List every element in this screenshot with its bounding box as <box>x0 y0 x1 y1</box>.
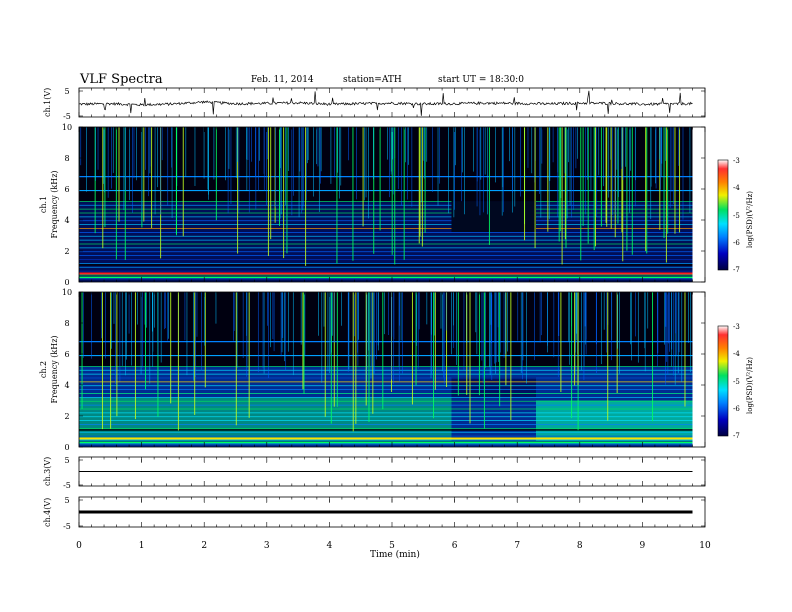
header-start-time: start UT = 18:30:0 <box>438 75 524 85</box>
ch1-colorbar-tick: -4 <box>733 184 740 192</box>
ch4-waveform-panel: 5 -5 <box>63 496 706 531</box>
ch2-spectrogram-y-tick-label: 4 <box>64 381 69 390</box>
ch1-y-axis-label: ch.1(V) <box>43 88 52 117</box>
ch1-spectrogram-y-axis-label: ch.1 <box>39 196 48 213</box>
x-tick-label: 10 <box>699 541 711 551</box>
figure-title: VLF Spectra <box>79 72 163 87</box>
x-axis-label: Time (min) <box>370 549 420 560</box>
x-tick-label: 4 <box>327 541 333 551</box>
x-tick-label: 6 <box>452 541 458 551</box>
ch4-waveform-y-tick-label: 5 <box>64 496 69 505</box>
ch1-colorbar-tick: -6 <box>733 239 740 247</box>
ch2-spectrogram-y-axis-label: ch.2 <box>39 361 48 378</box>
ch4-y-axis-label: ch.4(V) <box>43 498 52 527</box>
ch2-spectrogram-y-tick-label: 8 <box>64 319 69 328</box>
ch1-colorbar-tick: -7 <box>733 266 740 274</box>
x-tick-label: 3 <box>264 541 270 551</box>
ch1-colorbar-tick: -5 <box>733 212 740 220</box>
ch2-colorbar-tick: -3 <box>733 323 740 331</box>
ch2-colorbar-tick: -5 <box>733 378 740 386</box>
ch1-spectrogram-y-tick-label: 2 <box>64 247 69 256</box>
ch1-spectrogram-y-tick-label: 0 <box>64 278 69 287</box>
ch4-waveform-y-tick-label: -5 <box>63 522 71 531</box>
ch2-spectrogram-y-tick-label: 6 <box>64 350 69 359</box>
x-tick-label: 2 <box>201 541 207 551</box>
ch3-waveform-y-tick-label: -5 <box>63 481 71 490</box>
x-tick-label: 5 <box>389 541 395 551</box>
ch3-waveform-y-tick-label: 5 <box>64 456 69 465</box>
ch1-waveform-y-tick-label: 5 <box>64 87 69 96</box>
ch1-colorbar-label: log(PSD)(V²/Hz) <box>746 191 754 248</box>
x-tick-label: 1 <box>139 541 145 551</box>
header-station: station=ATH <box>343 75 402 85</box>
ch2-colorbar-tick: -7 <box>733 432 740 440</box>
ch3-waveform-panel: 5 -5 <box>63 456 706 490</box>
ch3-y-axis-label: ch.3(V) <box>43 457 52 486</box>
ch1-spectrogram-image <box>78 127 693 282</box>
ch1-spectrogram-y-tick-label: 4 <box>64 216 69 225</box>
ch1-colorbar: -3 -4 -5 -6 -7 log(PSD)(V²/Hz) <box>717 157 754 274</box>
ch1-waveform-panel: 5 -5 <box>63 87 706 121</box>
x-tick-label: 7 <box>514 541 520 551</box>
ch2-spectrogram-image <box>79 292 693 447</box>
ch2-colorbar: -3 -4 -5 -6 -7 log(PSD)(V²/Hz) <box>717 323 754 440</box>
ch2-spectrogram-y-tick-label: 2 <box>64 412 69 421</box>
ch1-spectrogram-y-tick-label: 6 <box>64 185 69 194</box>
ch1-spectrogram-y-tick-label: 10 <box>62 123 72 132</box>
ch2-spectrogram-y-tick-label: 0 <box>64 443 69 452</box>
ch1-colorbar-tick: -3 <box>733 157 740 165</box>
ch2-colorbar-tick: -6 <box>733 405 740 413</box>
x-tick-label: 9 <box>640 541 646 551</box>
ch2-spectrogram-y-tick-label: 10 <box>62 288 72 297</box>
x-tick-label: 0 <box>76 541 82 551</box>
ch1-waveform-line <box>78 90 693 116</box>
ch2-spectrogram-y-axis-label: Frequency (kHz) <box>50 335 59 403</box>
ch2-colorbar-label: log(PSD)(V²/Hz) <box>746 357 754 414</box>
ch2-spectrogram-panel: 0 2 4 6 8 10 ch.2 Frequency (kHz) <box>39 288 706 452</box>
ch1-spectrogram-y-axis-label: Frequency (kHz) <box>50 170 59 238</box>
ch1-spectrogram-panel: 0 2 4 6 8 10 ch.1 Frequency (kHz) <box>39 123 706 287</box>
ch1-spectrogram-y-tick-label: 8 <box>64 154 69 163</box>
x-tick-label: 8 <box>577 541 583 551</box>
ch1-waveform-y-tick-label: -5 <box>63 112 71 121</box>
ch2-colorbar-tick: -4 <box>733 350 740 358</box>
header-date: Feb. 11, 2014 <box>251 75 314 85</box>
